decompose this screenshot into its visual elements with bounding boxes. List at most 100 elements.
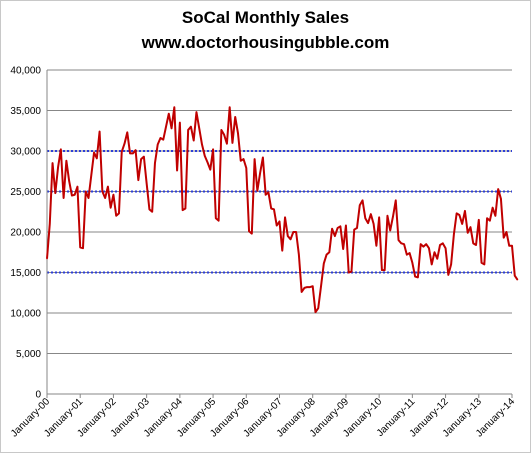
y-tick-label: 25,000 <box>10 187 41 198</box>
data-point <box>386 215 389 217</box>
data-point <box>364 217 366 219</box>
data-point <box>458 214 461 216</box>
data-point <box>292 231 294 233</box>
data-point <box>500 198 502 200</box>
data-point <box>49 223 51 225</box>
data-point <box>98 130 101 133</box>
data-point <box>301 291 303 293</box>
data-point <box>82 247 84 249</box>
data-point <box>370 213 372 215</box>
data-point <box>492 207 494 209</box>
data-point <box>494 215 496 217</box>
data-point <box>165 126 167 128</box>
data-point <box>378 216 380 219</box>
data-point <box>284 216 286 219</box>
data-point <box>137 179 139 181</box>
data-point <box>384 269 386 271</box>
data-point <box>406 254 408 256</box>
data-point <box>359 204 361 206</box>
data-point <box>253 158 256 160</box>
data-point <box>51 162 54 164</box>
data-point <box>467 232 469 234</box>
data-point <box>400 242 402 244</box>
data-point <box>453 233 455 236</box>
data-point <box>107 186 109 188</box>
series-points <box>46 106 519 313</box>
data-point <box>76 186 79 188</box>
data-point <box>218 220 220 222</box>
data-point <box>251 233 253 235</box>
data-point <box>447 274 449 276</box>
data-point <box>339 225 341 227</box>
data-point <box>511 245 513 247</box>
data-point <box>278 220 281 223</box>
data-point <box>478 219 480 221</box>
data-point <box>187 129 189 131</box>
data-point <box>303 287 306 289</box>
data-point <box>439 244 441 246</box>
data-point <box>245 167 247 169</box>
data-point <box>508 245 510 247</box>
chart-subtitle: www.doctorhousingubble.com <box>141 33 390 52</box>
y-tick-label: 30,000 <box>10 147 41 158</box>
data-point <box>68 180 70 182</box>
data-point <box>411 262 413 264</box>
reference-lines-layer <box>47 150 512 274</box>
data-point <box>240 160 242 162</box>
y-tick-label: 35,000 <box>10 106 41 117</box>
data-point <box>93 152 95 154</box>
data-point <box>323 262 325 265</box>
y-tick-label: 40,000 <box>10 66 41 77</box>
data-point <box>90 174 92 176</box>
data-point <box>408 252 411 254</box>
data-point <box>281 250 283 252</box>
data-point <box>503 237 505 239</box>
data-point <box>486 217 488 219</box>
data-point <box>206 161 209 163</box>
data-point <box>234 116 236 118</box>
data-point <box>267 191 270 193</box>
data-point <box>54 192 56 194</box>
data-point <box>71 194 73 197</box>
data-point <box>428 247 430 249</box>
data-point <box>456 212 458 214</box>
data-point <box>176 169 178 172</box>
series-line <box>46 106 519 314</box>
data-point <box>331 228 333 230</box>
grid-layer <box>47 69 512 354</box>
data-point <box>337 227 339 229</box>
data-point <box>123 143 126 145</box>
data-point <box>469 226 472 228</box>
data-point <box>159 137 162 139</box>
data-point <box>85 190 87 193</box>
data-point <box>201 143 203 146</box>
data-point <box>381 269 383 271</box>
data-point <box>348 271 350 274</box>
data-point <box>497 188 499 190</box>
data-point <box>328 251 330 253</box>
data-point <box>287 235 289 237</box>
data-point <box>489 220 491 222</box>
data-point <box>198 127 200 129</box>
data-point <box>422 245 425 248</box>
data-point <box>334 235 336 237</box>
data-point <box>173 106 175 108</box>
data-point <box>431 263 433 265</box>
data-point <box>425 243 427 245</box>
data-point <box>134 149 137 151</box>
data-point <box>63 197 65 199</box>
data-point <box>157 143 159 146</box>
data-point <box>204 155 206 157</box>
data-point <box>325 254 328 256</box>
axis-layer <box>46 70 513 398</box>
data-point <box>270 207 272 210</box>
y-tick-labels: 0 5,000 10,000 15,000 20,000 25,000 30,000 35,0… <box>10 66 41 401</box>
data-point <box>259 172 261 174</box>
data-point <box>223 134 225 136</box>
data-point <box>505 231 508 233</box>
data-point <box>132 152 134 155</box>
data-point <box>273 208 275 210</box>
data-point <box>417 276 419 278</box>
data-point <box>403 243 405 245</box>
